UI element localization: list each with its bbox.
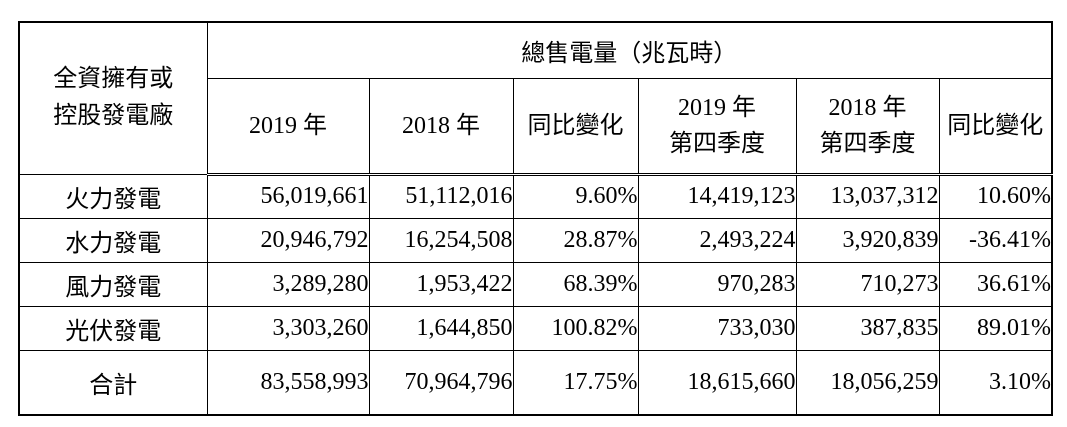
column-header-row: 2019 年 2018 年 同比變化 2019 年 第四季度 2018 年 第四… — [19, 77, 1053, 176]
cell-2019-q4: 14,419,123 — [637, 173, 797, 219]
table-row-total: 合計 83,558,993 70,964,796 17.75% 18,615,6… — [18, 349, 1053, 416]
total-cell-yoy-q4: 3.10% — [938, 349, 1053, 416]
total-row-label: 合計 — [18, 349, 208, 416]
electricity-sales-table: 全資擁有或 控股發電廠 總售電量（兆瓦時） 2019 年 2018 年 同比變化… — [18, 21, 1053, 416]
cell-2019-q4: 970,283 — [637, 261, 797, 307]
cell-yoy-q4: 36.61% — [938, 261, 1053, 307]
col-header-2019: 2019 年 — [206, 77, 370, 176]
row-label: 火力發電 — [18, 173, 208, 219]
total-cell-2019: 83,558,993 — [206, 349, 370, 416]
col-header-2018-q4: 2018 年 第四季度 — [795, 77, 940, 176]
table-row-hydro: 水力發電 20,946,792 16,254,508 28.87% 2,493,… — [18, 217, 1053, 263]
corner-header-plant-type: 全資擁有或 控股發電廠 — [18, 21, 208, 175]
corner-header-line1: 全資擁有或 — [53, 66, 174, 93]
col-header-2018: 2018 年 — [368, 77, 514, 176]
cell-2018-q4: 387,835 — [795, 305, 940, 351]
table-row-thermal: 火力發電 56,019,661 51,112,016 9.60% 14,419,… — [18, 173, 1053, 219]
span-header-row: 全資擁有或 控股發電廠 總售電量（兆瓦時） — [18, 21, 1053, 175]
table-row-wind: 風力發電 3,289,280 1,953,422 68.39% 970,283 … — [18, 261, 1053, 307]
cell-yoy: 9.60% — [512, 173, 639, 219]
total-cell-2018-q4: 18,056,259 — [795, 349, 940, 416]
row-label: 風力發電 — [18, 261, 208, 307]
cell-2019: 3,289,280 — [206, 261, 370, 307]
col-header-yoy-change-q4: 同比變化 — [938, 77, 1053, 176]
col-header-2018-q4-line1: 2018 年 — [828, 94, 907, 121]
cell-2018: 16,254,508 — [368, 217, 514, 263]
cell-2018: 51,112,016 — [368, 173, 514, 219]
cell-yoy: 68.39% — [512, 261, 639, 307]
cell-2018: 1,644,850 — [368, 305, 514, 351]
col-header-2018-q4-line2: 第四季度 — [819, 130, 916, 157]
cell-yoy-q4: 10.60% — [938, 173, 1053, 219]
total-electricity-sold-header: 總售電量（兆瓦時） — [206, 21, 1053, 79]
cell-2018-q4: 710,273 — [795, 261, 940, 307]
cell-2019-q4: 2,493,224 — [637, 217, 797, 263]
cell-yoy: 28.87% — [512, 217, 639, 263]
cell-2019: 20,946,792 — [206, 217, 370, 263]
cell-2018: 1,953,422 — [368, 261, 514, 307]
col-header-2019-q4: 2019 年 第四季度 — [637, 77, 797, 176]
cell-yoy-q4: -36.41% — [938, 217, 1053, 263]
row-label: 水力發電 — [18, 217, 208, 263]
cell-2019: 56,019,661 — [206, 173, 370, 219]
total-cell-2018: 70,964,796 — [368, 349, 514, 416]
total-cell-yoy: 17.75% — [512, 349, 639, 416]
total-cell-2019-q4: 18,615,660 — [637, 349, 797, 416]
corner-header-line2: 控股發電廠 — [53, 103, 174, 130]
cell-2018-q4: 13,037,312 — [795, 173, 940, 219]
cell-2018-q4: 3,920,839 — [795, 217, 940, 263]
col-header-2019-q4-line1: 2019 年 — [678, 94, 756, 121]
cell-yoy: 100.82% — [512, 305, 639, 351]
col-header-2019-q4-line2: 第四季度 — [669, 130, 765, 157]
cell-2019-q4: 733,030 — [637, 305, 797, 351]
cell-yoy-q4: 89.01% — [938, 305, 1053, 351]
row-label: 光伏發電 — [18, 305, 208, 351]
cell-2019: 3,303,260 — [206, 305, 370, 351]
table-row-solar: 光伏發電 3,303,260 1,644,850 100.82% 733,030… — [18, 305, 1053, 351]
col-header-yoy-change: 同比變化 — [512, 77, 639, 176]
